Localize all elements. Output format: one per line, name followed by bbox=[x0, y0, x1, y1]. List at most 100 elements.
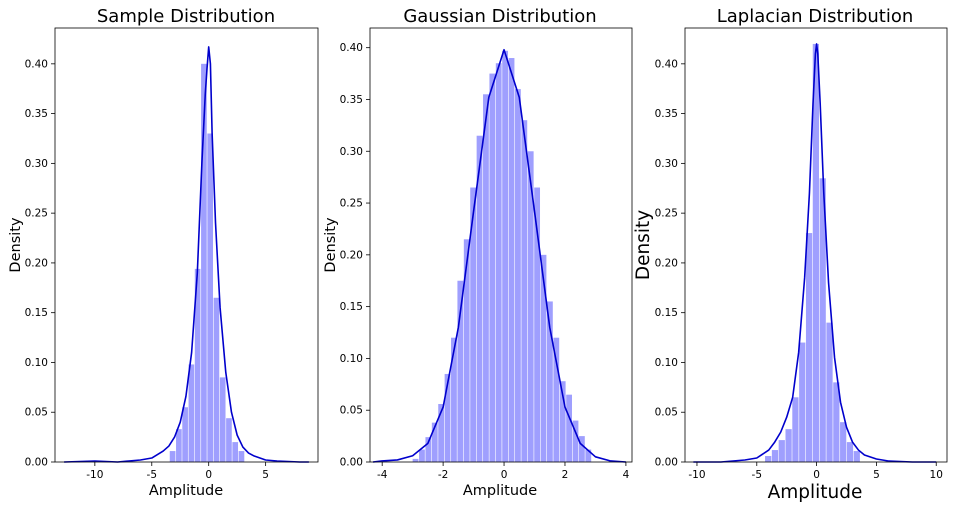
y-tick-label: 0.00 bbox=[340, 457, 363, 469]
x-tick-label: -5 bbox=[147, 469, 157, 481]
histogram-bar bbox=[470, 187, 477, 462]
histogram-bar bbox=[508, 58, 515, 462]
chart-title: Laplacian Distribution bbox=[717, 6, 914, 27]
histogram-bar bbox=[495, 63, 502, 462]
histogram-bar bbox=[425, 437, 432, 462]
x-tick-label: -10 bbox=[86, 469, 103, 481]
histogram-bar bbox=[853, 451, 860, 462]
chart-title: Gaussian Distribution bbox=[403, 6, 596, 27]
axes-frame bbox=[369, 27, 633, 463]
histogram-bar bbox=[476, 135, 483, 462]
y-tick-label: 0.25 bbox=[655, 208, 678, 220]
x-tick-label: -10 bbox=[688, 469, 705, 481]
y-tick-label: 0.00 bbox=[25, 457, 48, 469]
x-axis-label: Amplitude bbox=[768, 482, 863, 503]
histogram-bar bbox=[572, 420, 579, 462]
histogram-bar bbox=[182, 407, 188, 462]
histogram-bar bbox=[778, 440, 785, 462]
histogram-bar bbox=[483, 94, 489, 462]
y-tick-label: 0.15 bbox=[25, 307, 48, 319]
y-tick-label: 0.05 bbox=[340, 405, 363, 417]
histogram-bar bbox=[578, 436, 585, 462]
histogram-bar bbox=[238, 451, 245, 462]
y-tick-label: 0.35 bbox=[340, 94, 363, 106]
histogram-bar bbox=[169, 451, 176, 462]
histogram-bar bbox=[833, 382, 840, 462]
x-axis-label: Amplitude bbox=[149, 483, 223, 499]
histogram-bar bbox=[431, 422, 438, 462]
histogram-bar bbox=[463, 239, 470, 462]
gaussian-distribution-chart: Gaussian Distribution Amplitude Density … bbox=[323, 6, 633, 499]
x-tick-label: 4 bbox=[623, 469, 630, 481]
histogram-bar bbox=[515, 89, 521, 463]
y-tick-label: 0.30 bbox=[25, 158, 48, 170]
axes-frame bbox=[684, 27, 948, 463]
kde-line bbox=[64, 46, 309, 463]
y-tick-label: 0.25 bbox=[25, 208, 48, 220]
y-tick-label: 0.15 bbox=[340, 301, 363, 313]
y-tick-label: 0.00 bbox=[655, 457, 678, 469]
histogram-bar bbox=[176, 429, 182, 462]
x-tick-label: 0 bbox=[813, 469, 820, 481]
sample-distribution-chart: Sample Distribution Amplitude Density 0.… bbox=[8, 6, 319, 499]
histogram-bar bbox=[444, 373, 451, 462]
x-tick-label: 0 bbox=[205, 469, 212, 481]
y-tick-label: 0.40 bbox=[25, 58, 48, 70]
x-tick-label: 5 bbox=[873, 469, 880, 481]
y-axis-label: Density bbox=[633, 210, 654, 280]
histogram-bar bbox=[194, 268, 201, 462]
histogram-bar bbox=[765, 456, 772, 462]
laplacian-distribution-chart: Laplacian Distribution Amplitude Density… bbox=[633, 6, 948, 503]
x-tick-label: 2 bbox=[562, 469, 569, 481]
histogram-bar bbox=[412, 458, 419, 462]
y-tick-label: 0.40 bbox=[655, 58, 678, 70]
y-tick-label: 0.20 bbox=[25, 257, 48, 269]
histogram-bar bbox=[188, 364, 195, 462]
histogram-bar bbox=[826, 322, 833, 462]
y-tick-label: 0.25 bbox=[340, 198, 363, 210]
histogram-bar bbox=[785, 429, 792, 462]
x-tick-label: -5 bbox=[752, 469, 762, 481]
histogram-bar bbox=[792, 397, 799, 462]
histogram-bar bbox=[419, 449, 425, 462]
histogram-bar bbox=[201, 63, 207, 462]
histogram-bar bbox=[846, 442, 854, 462]
histogram-bar bbox=[547, 301, 553, 462]
y-tick-label: 0.05 bbox=[655, 407, 678, 419]
y-tick-label: 0.35 bbox=[25, 108, 48, 120]
histogram-bar bbox=[585, 449, 592, 462]
y-tick-label: 0.30 bbox=[655, 158, 678, 170]
x-tick-label: -4 bbox=[377, 469, 388, 481]
histogram-bar bbox=[219, 377, 226, 462]
x-tick-label: 5 bbox=[262, 469, 269, 481]
histogram-bar bbox=[553, 337, 560, 462]
histogram-bar bbox=[521, 120, 528, 462]
kde-line bbox=[693, 43, 937, 463]
histogram-bar bbox=[232, 442, 239, 462]
y-tick-label: 0.20 bbox=[655, 257, 678, 269]
axes-frame bbox=[54, 27, 319, 463]
histogram-bar bbox=[805, 233, 813, 462]
histogram-bar bbox=[527, 151, 534, 462]
histogram-bar bbox=[819, 178, 826, 462]
histogram-bar bbox=[771, 450, 779, 462]
y-tick-label: 0.10 bbox=[25, 357, 48, 369]
histogram-bar bbox=[207, 133, 213, 462]
histogram-bar bbox=[438, 404, 445, 462]
histogram-bar bbox=[534, 187, 541, 462]
histogram-bar bbox=[812, 43, 819, 463]
histogram-bar bbox=[489, 73, 496, 462]
y-tick-label: 0.05 bbox=[25, 407, 48, 419]
y-tick-label: 0.40 bbox=[340, 42, 363, 54]
histogram-bar bbox=[840, 422, 847, 462]
histogram-bar bbox=[226, 418, 232, 462]
histogram-bar bbox=[457, 280, 464, 462]
x-tick-label: 0 bbox=[501, 469, 508, 481]
y-tick-label: 0.20 bbox=[340, 249, 363, 261]
y-tick-label: 0.10 bbox=[340, 353, 363, 365]
y-tick-label: 0.35 bbox=[655, 108, 678, 120]
y-tick-label: 0.15 bbox=[655, 307, 678, 319]
histogram-bar bbox=[502, 50, 509, 462]
x-axis-label: Amplitude bbox=[463, 483, 537, 499]
